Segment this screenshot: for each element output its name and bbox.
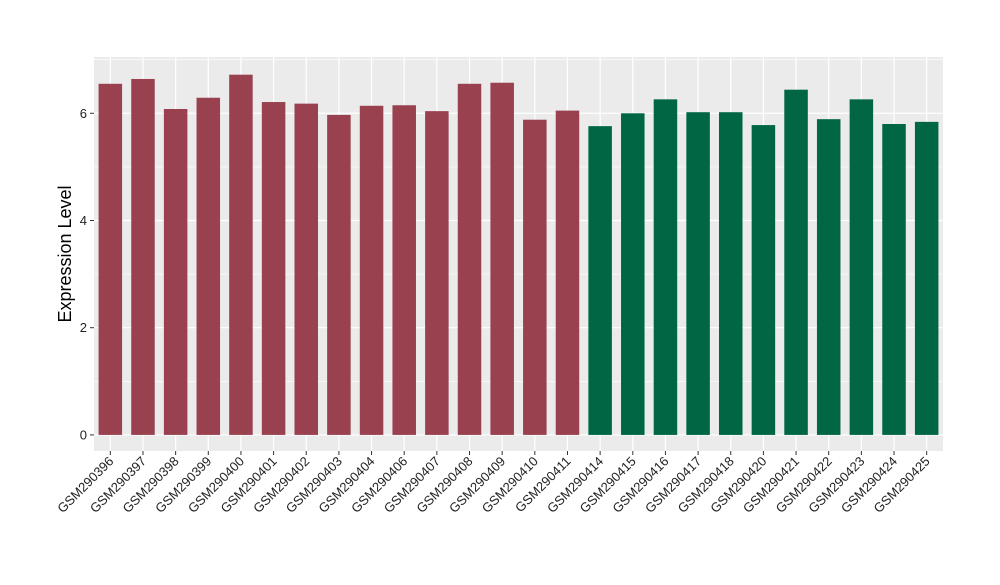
bar-GSM290411 — [555, 110, 580, 435]
bar-GSM290422 — [816, 119, 841, 435]
bar-GSM290399 — [196, 97, 221, 435]
bar-GSM290416 — [653, 99, 678, 435]
bar-GSM290404 — [359, 105, 384, 435]
bar-GSM290398 — [163, 108, 188, 435]
plot-panel — [94, 57, 943, 451]
y-tick-label: 4 — [80, 213, 87, 228]
y-tick-label: 6 — [80, 106, 87, 121]
bar-GSM290423 — [849, 99, 874, 435]
bar-GSM290420 — [751, 125, 776, 435]
y-axis: 0 2 4 6 — [80, 106, 94, 442]
bar-GSM290424 — [882, 124, 906, 435]
bar-GSM290425 — [914, 121, 939, 435]
bar-GSM290408 — [457, 83, 482, 435]
bar-GSM290414 — [588, 126, 612, 435]
bar-GSM290407 — [425, 111, 449, 435]
bar-GSM290417 — [686, 112, 710, 435]
bar-GSM290406 — [392, 105, 416, 435]
bar-GSM290402 — [294, 103, 319, 435]
bar-GSM290400 — [229, 74, 253, 435]
bar-GSM290418 — [718, 112, 743, 435]
bar-GSM290421 — [784, 89, 808, 435]
bar-GSM290409 — [490, 82, 514, 435]
bar-GSM290403 — [327, 114, 351, 435]
y-axis-title: Expression Level — [55, 185, 75, 322]
bars — [98, 74, 939, 435]
x-axis: GSM290396GSM290397GSM290398GSM290399GSM2… — [54, 451, 933, 516]
bar-GSM290401 — [261, 102, 286, 435]
bar-GSM290396 — [98, 83, 123, 435]
bar-GSM290415 — [621, 113, 645, 435]
y-tick-label: 2 — [80, 320, 87, 335]
bar-GSM290397 — [131, 78, 155, 435]
y-tick-label: 0 — [80, 427, 87, 442]
bar-GSM290410 — [523, 119, 547, 435]
